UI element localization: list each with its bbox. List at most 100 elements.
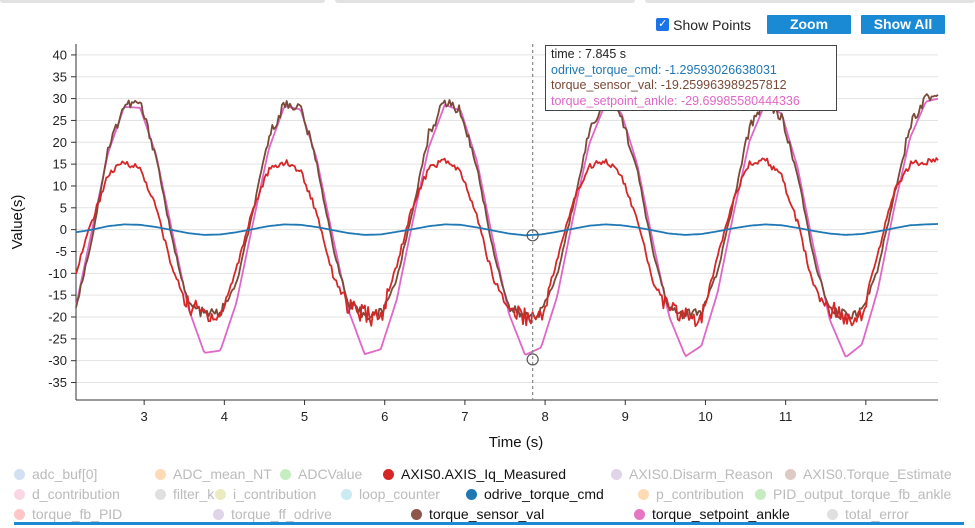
legend-swatch	[634, 508, 645, 520]
tab-edge-right	[645, 0, 975, 3]
chart-controls: ✓ Show Points Zoom Show All	[656, 15, 945, 34]
series-line-axis0-axis-iq-measured	[75, 157, 939, 328]
x-tick-label: 9	[622, 409, 629, 424]
legend-label: adc_buf[0]	[32, 466, 98, 482]
legend-item-torque-setpoint-ankle[interactable]: torque_setpoint_ankle	[634, 506, 790, 522]
y-tick-label: -15	[48, 288, 67, 303]
legend-swatch	[755, 488, 766, 500]
legend-swatch	[155, 488, 166, 500]
legend-item-torque-fb-pid[interactable]: torque_fb_PID	[14, 506, 122, 522]
y-tick-label: -20	[48, 310, 67, 325]
legend-label: AXIS0.Torque_Estimate	[803, 466, 952, 482]
tooltip-row-torque-sensor-val: torque_sensor_val: -19.259963989257812	[551, 78, 787, 92]
legend-label: torque_sensor_val	[429, 506, 545, 522]
legend-label: loop_counter	[359, 486, 440, 502]
x-tick-label: 4	[221, 409, 228, 424]
legend-item-d-contribution[interactable]: d_contribution	[14, 486, 120, 502]
checkbox-checked-icon[interactable]: ✓	[656, 18, 670, 31]
tab-edge-middle	[335, 0, 635, 3]
legend-swatch	[611, 468, 622, 480]
legend-swatch	[411, 508, 422, 520]
legend-item-adc-mean-nt[interactable]: ADC_mean_NT	[155, 466, 272, 482]
x-tick-label: 7	[461, 409, 468, 424]
hover-marker	[526, 229, 539, 242]
x-tick-label: 8	[541, 409, 548, 424]
legend-label: d_contribution	[32, 486, 120, 502]
x-tick-label: 12	[859, 409, 873, 424]
legend-label: PID_output_torque_fb_ankle	[773, 486, 952, 502]
legend-swatch	[638, 488, 649, 500]
y-tick-label: -35	[48, 375, 67, 390]
tooltip-time: time : 7.845 s	[551, 47, 627, 61]
legend-label: odrive_torque_cmd	[484, 486, 604, 502]
legend-label: filter_k	[173, 486, 215, 502]
y-tick-label: 15	[53, 157, 67, 172]
tab-edge-left	[0, 0, 325, 3]
y-tick-label: -30	[48, 353, 67, 368]
x-tick-label: 6	[381, 409, 388, 424]
legend-swatch	[341, 488, 352, 500]
y-tick-label: 0	[60, 222, 67, 237]
x-tick-label: 11	[779, 409, 793, 424]
y-tick-label: 10	[53, 178, 67, 193]
legend-label: p_contribution	[656, 486, 744, 502]
y-tick-label: -10	[48, 266, 67, 281]
legend-swatch	[155, 468, 166, 480]
legend-swatch	[827, 508, 838, 520]
legend-swatch	[213, 508, 224, 520]
series-line-odrive-torque-cmd	[75, 223, 938, 237]
legend-item-axis0-torque-estimate[interactable]: AXIS0.Torque_Estimate	[785, 466, 952, 482]
legend-item-odrive-torque-cmd[interactable]: odrive_torque_cmd	[466, 486, 604, 502]
y-tick-label: 30	[53, 91, 67, 106]
legend-swatch	[383, 468, 394, 480]
legend-swatch	[14, 468, 25, 480]
legend-item-axis0-axis-iq-measured[interactable]: AXIS0.AXIS_Iq_Measured	[383, 466, 566, 482]
tooltip-row-odrive-torque-cmd: odrive_torque_cmd: -1.29593026638031	[551, 62, 777, 77]
show-points-toggle[interactable]: ✓ Show Points	[656, 17, 751, 33]
legend-item-filter-k[interactable]: filter_k	[155, 486, 214, 502]
legend-item-adc-buf-0-[interactable]: adc_buf[0]	[14, 466, 97, 482]
x-tick-label: 10	[698, 409, 712, 424]
legend-label: AXIS0.AXIS_Iq_Measured	[401, 466, 566, 482]
legend-swatch	[466, 488, 477, 500]
legend-item-pid-output-torque-fb-ankle[interactable]: PID_output_torque_fb_ankle	[755, 486, 951, 502]
legend-item-i-contribution[interactable]: i_contribution	[215, 486, 316, 502]
legend-swatch	[14, 488, 25, 500]
y-tick-label: 5	[60, 200, 67, 215]
y-tick-label: -25	[48, 331, 67, 346]
top-tab-strip	[0, 0, 975, 8]
legend-item-total-error[interactable]: total_error	[827, 506, 909, 522]
legend-label: total_error	[845, 506, 909, 522]
hover-tooltip: time : 7.845 s odrive_torque_cmd: -1.295…	[545, 45, 837, 111]
series-line-torque-sensor-val	[75, 93, 939, 321]
x-tick-label: 3	[141, 409, 148, 424]
show-points-label: Show Points	[673, 16, 751, 33]
legend-label: AXIS0.Disarm_Reason	[629, 466, 773, 482]
x-tick-label: 5	[301, 409, 308, 424]
legend-item-torque-sensor-val[interactable]: torque_sensor_val	[411, 506, 544, 522]
legend-label: ADC_mean_NT	[173, 466, 272, 482]
y-tick-label: 40	[53, 47, 67, 62]
legend-item-torque-ff-odrive[interactable]: torque_ff_odrive	[213, 506, 332, 522]
y-tick-label: -5	[55, 244, 67, 259]
legend-swatch	[785, 468, 796, 480]
legend-label: i_contribution	[233, 486, 317, 502]
legend-item-axis0-disarm-reason[interactable]: AXIS0.Disarm_Reason	[611, 466, 773, 482]
tooltip-row-torque-setpoint-ankle: torque_setpoint_ankle: -29.6998558044433…	[551, 93, 800, 108]
zoom-button[interactable]: Zoom	[767, 15, 851, 34]
y-axis-label: Value(s)	[9, 195, 26, 250]
legend-item-loop-counter[interactable]: loop_counter	[341, 486, 440, 502]
y-tick-label: 20	[53, 135, 67, 150]
x-axis-label: Time (s)	[489, 434, 543, 451]
legend-item-p-contribution[interactable]: p_contribution	[638, 486, 744, 502]
legend-item-adcvalue[interactable]: ADCValue	[280, 466, 362, 482]
legend-swatch	[280, 468, 291, 480]
legend-label: ADCValue	[298, 466, 363, 482]
legend-label: torque_fb_PID	[32, 506, 123, 522]
legend-swatch	[14, 508, 25, 520]
show-all-button[interactable]: Show All	[861, 15, 945, 34]
bottom-accent-bar	[14, 522, 964, 525]
legend-label: torque_setpoint_ankle	[652, 506, 790, 522]
y-tick-label: 25	[53, 113, 67, 128]
